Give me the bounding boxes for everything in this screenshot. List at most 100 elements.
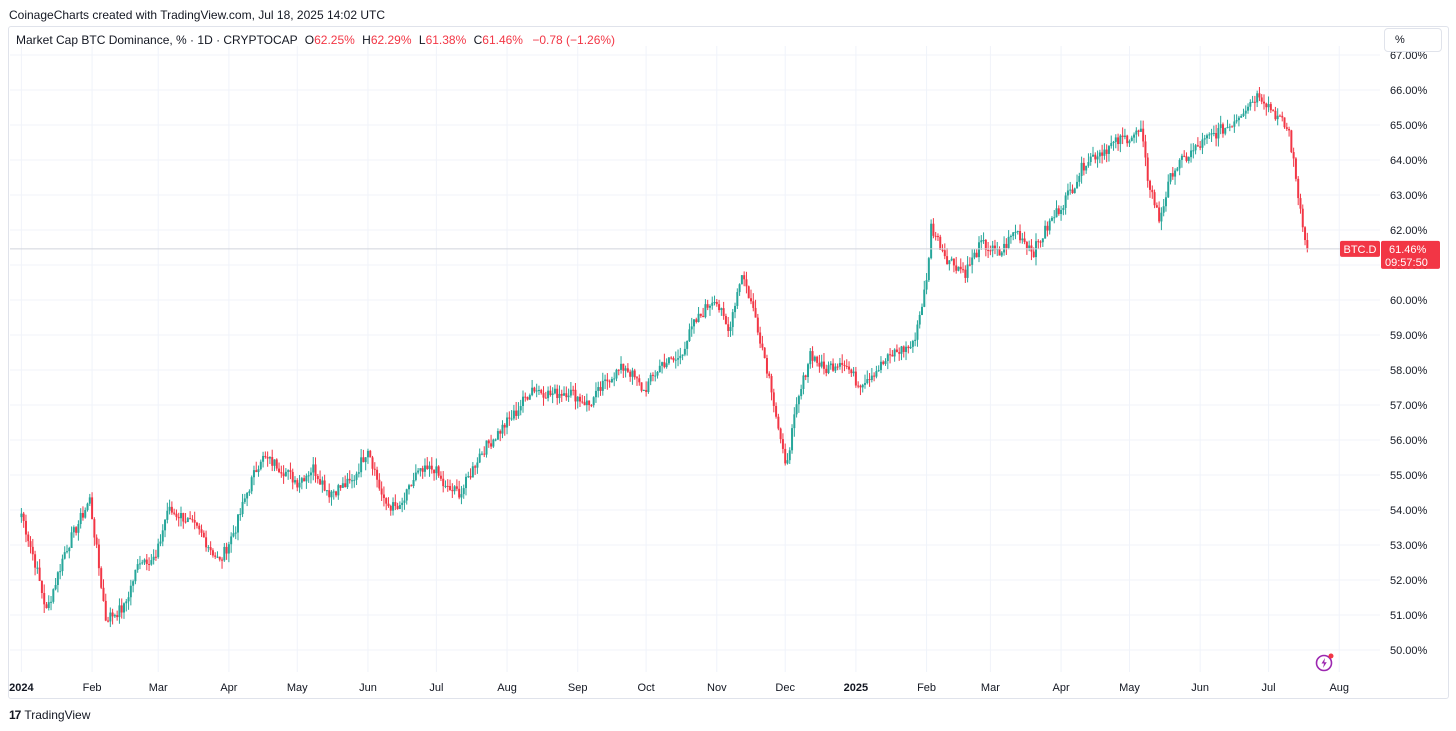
- candle-body: [1201, 139, 1204, 148]
- candle-body: [558, 393, 561, 399]
- candle-body: [884, 361, 887, 364]
- candle-body: [736, 292, 739, 306]
- candle-body: [1144, 141, 1147, 158]
- candle-body: [731, 312, 734, 328]
- candle-body: [321, 480, 324, 485]
- candle-body: [531, 387, 534, 396]
- candle-body: [519, 406, 522, 411]
- lightning-bolt-icon[interactable]: [1315, 652, 1335, 672]
- candle-body: [713, 302, 716, 304]
- candle-body: [590, 405, 593, 407]
- legend-low-value: 61.38%: [425, 33, 467, 47]
- tradingview-logo-icon: 17: [9, 708, 21, 722]
- candle-body: [1110, 143, 1113, 147]
- candle-body: [1174, 170, 1177, 177]
- candle-body: [980, 240, 983, 243]
- candle-body: [1101, 152, 1104, 156]
- candle-body: [471, 466, 474, 478]
- scale-mode-button[interactable]: %: [1384, 28, 1442, 52]
- candle-body: [930, 223, 933, 259]
- candle-body: [480, 453, 483, 455]
- candle-body: [610, 379, 613, 383]
- candle-body: [592, 397, 595, 406]
- candle-body: [1171, 173, 1174, 177]
- candle-body: [763, 347, 766, 359]
- candle-body: [95, 537, 98, 545]
- candle-body: [86, 503, 89, 511]
- candle-body: [971, 257, 974, 265]
- candle-body: [22, 513, 25, 521]
- candle-body: [978, 242, 980, 258]
- candle-body: [506, 417, 509, 428]
- candle-body: [1180, 155, 1183, 160]
- chart-legend[interactable]: Market Cap BTC Dominance, % · 1D · CRYPT…: [16, 33, 615, 47]
- y-tick-label: 59.00%: [1390, 330, 1428, 342]
- candle-body: [45, 604, 48, 609]
- candle-body: [1082, 162, 1085, 171]
- candle-body: [747, 286, 750, 299]
- candle-body: [141, 562, 144, 564]
- candle-body: [485, 440, 488, 455]
- candle-body: [1003, 243, 1006, 253]
- price-tag-group: BTC.D 61.46%09:57:50: [10, 240, 1440, 269]
- candle-body: [496, 431, 499, 440]
- candle-body: [615, 369, 618, 379]
- candle-body: [1000, 252, 1003, 256]
- symbol-tag-label: BTC.D: [1344, 244, 1377, 256]
- candle-body: [950, 258, 953, 261]
- candle-body: [585, 400, 588, 406]
- candle-body: [1226, 127, 1229, 129]
- candle-body: [946, 256, 949, 265]
- candle-body: [515, 410, 518, 416]
- candle-body: [895, 349, 898, 353]
- candle-body: [1087, 162, 1090, 166]
- candle-body: [193, 520, 196, 523]
- candle-body: [138, 563, 141, 565]
- candle-body: [738, 284, 741, 293]
- candle-body: [556, 388, 559, 399]
- candle-body: [207, 547, 210, 549]
- candle-body: [720, 308, 723, 311]
- candle-body: [998, 248, 1001, 256]
- candle-body: [241, 501, 244, 515]
- candle-body: [501, 424, 504, 434]
- candle-body: [1103, 149, 1106, 156]
- candle-body: [1039, 241, 1042, 243]
- candle-body: [1139, 128, 1142, 132]
- candle-body: [695, 319, 698, 323]
- candle-body: [200, 529, 203, 533]
- candle-body: [255, 470, 258, 473]
- candle-body: [97, 544, 100, 569]
- candle-body: [750, 298, 752, 302]
- candle-body: [380, 488, 383, 495]
- candle-body: [1278, 115, 1281, 117]
- axes: 67.00%66.00%65.00%64.00%63.00%62.00%61.0…: [9, 50, 1427, 694]
- candle-body: [145, 559, 148, 565]
- candle-body: [205, 537, 208, 548]
- candle-body: [31, 546, 34, 555]
- candle-body: [312, 464, 315, 473]
- candle-body: [225, 546, 228, 554]
- candle-body: [544, 397, 547, 399]
- candle-body: [1064, 195, 1067, 208]
- candle-body: [36, 567, 39, 569]
- candle-body: [654, 375, 657, 377]
- candle-body: [1283, 117, 1286, 128]
- candle-body: [663, 362, 666, 368]
- candle-body: [309, 472, 312, 476]
- candle-body: [40, 581, 43, 593]
- candle-body: [866, 379, 869, 384]
- candle-body: [1160, 212, 1163, 222]
- candle-body: [1025, 241, 1028, 249]
- x-tick-label: May: [287, 682, 308, 694]
- candle-body: [918, 314, 921, 325]
- candle-body: [734, 305, 737, 313]
- candle-body: [423, 465, 426, 472]
- tradingview-brand[interactable]: 17 TradingView: [9, 708, 90, 722]
- candle-body: [1260, 97, 1263, 102]
- candle-body: [143, 559, 146, 563]
- candle-body: [984, 240, 987, 250]
- candle-body: [116, 615, 119, 618]
- candle-body: [344, 483, 347, 488]
